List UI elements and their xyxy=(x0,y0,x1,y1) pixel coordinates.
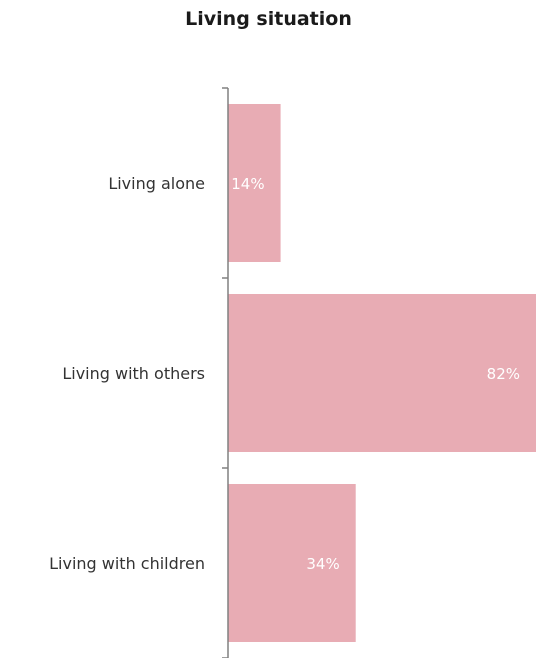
category-label: Living with others xyxy=(62,364,205,383)
data-label: 82% xyxy=(487,365,520,383)
bar xyxy=(228,294,536,452)
bar xyxy=(228,484,356,642)
data-label: 14% xyxy=(231,175,264,193)
bar xyxy=(228,104,281,262)
category-label: Living with children xyxy=(49,554,205,573)
chart-title: Living situation xyxy=(185,8,352,30)
category-label: Living alone xyxy=(108,174,205,193)
data-label: 34% xyxy=(306,555,339,573)
